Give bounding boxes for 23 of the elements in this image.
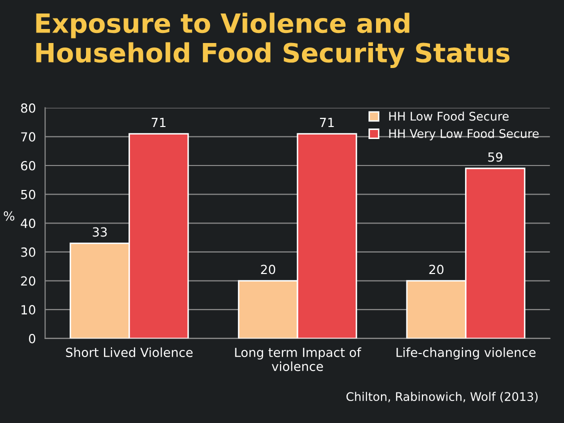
y-axis-title: % — [4, 211, 14, 221]
data-label: 20 — [429, 264, 444, 274]
legend-label: HH Low Food Secure — [389, 112, 509, 121]
x-tick-label: Long term Impact of violence — [235, 347, 362, 372]
y-tick-label: 50 — [21, 190, 36, 200]
data-label: 71 — [152, 118, 166, 128]
y-tick-label: 20 — [21, 276, 36, 286]
y-tick-label: 30 — [21, 247, 36, 257]
data-label: 33 — [92, 227, 107, 237]
y-tick-label: 40 — [20, 218, 36, 228]
y-tick-label: 60 — [21, 160, 36, 170]
y-tick-label: 80 — [21, 103, 36, 113]
chart-title: Exposure to Violence and Household Food Security Status — [36, 12, 510, 68]
y-tick-label: 10 — [22, 305, 36, 315]
y-tick-label: 70 — [21, 132, 36, 142]
text: Chilton, Rabinowich, Wolf (2013) — [346, 392, 538, 402]
x-tick-label: Short Lived Violence — [66, 347, 193, 358]
data-label: 20 — [261, 264, 276, 274]
legend-label: HH Very Low Food Secure — [389, 128, 539, 140]
y-tick-label: 0 — [28, 334, 36, 344]
data-label: 59 — [488, 152, 502, 162]
data-label: 71 — [320, 118, 334, 128]
x-tick-label: Life-changing violence — [396, 347, 536, 360]
